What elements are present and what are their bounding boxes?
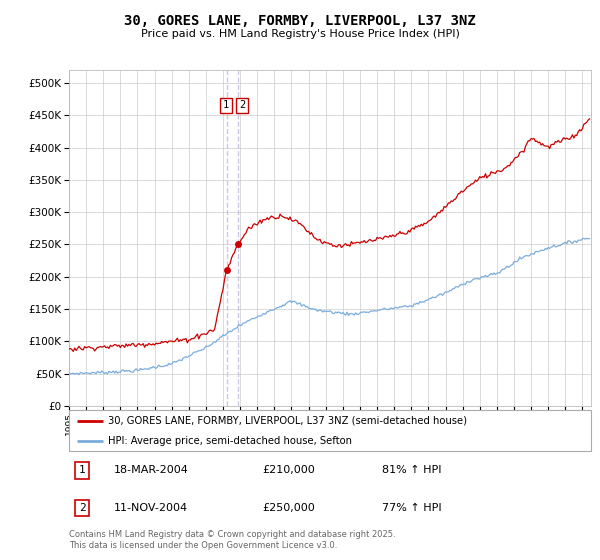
Text: 2: 2 xyxy=(239,100,245,110)
Text: 30, GORES LANE, FORMBY, LIVERPOOL, L37 3NZ (semi-detached house): 30, GORES LANE, FORMBY, LIVERPOOL, L37 3… xyxy=(108,416,467,426)
Text: 81% ↑ HPI: 81% ↑ HPI xyxy=(382,465,442,475)
Text: £250,000: £250,000 xyxy=(262,503,315,513)
Text: 2: 2 xyxy=(79,503,85,513)
Text: 1: 1 xyxy=(79,465,85,475)
Text: HPI: Average price, semi-detached house, Sefton: HPI: Average price, semi-detached house,… xyxy=(108,436,352,446)
Text: Contains HM Land Registry data © Crown copyright and database right 2025.
This d: Contains HM Land Registry data © Crown c… xyxy=(69,530,395,550)
Text: 30, GORES LANE, FORMBY, LIVERPOOL, L37 3NZ: 30, GORES LANE, FORMBY, LIVERPOOL, L37 3… xyxy=(124,14,476,28)
Text: 77% ↑ HPI: 77% ↑ HPI xyxy=(382,503,442,513)
Text: 18-MAR-2004: 18-MAR-2004 xyxy=(113,465,188,475)
Text: 1: 1 xyxy=(223,100,229,110)
Text: 11-NOV-2004: 11-NOV-2004 xyxy=(113,503,187,513)
FancyBboxPatch shape xyxy=(69,410,591,451)
Text: Price paid vs. HM Land Registry's House Price Index (HPI): Price paid vs. HM Land Registry's House … xyxy=(140,29,460,39)
Text: £210,000: £210,000 xyxy=(262,465,315,475)
